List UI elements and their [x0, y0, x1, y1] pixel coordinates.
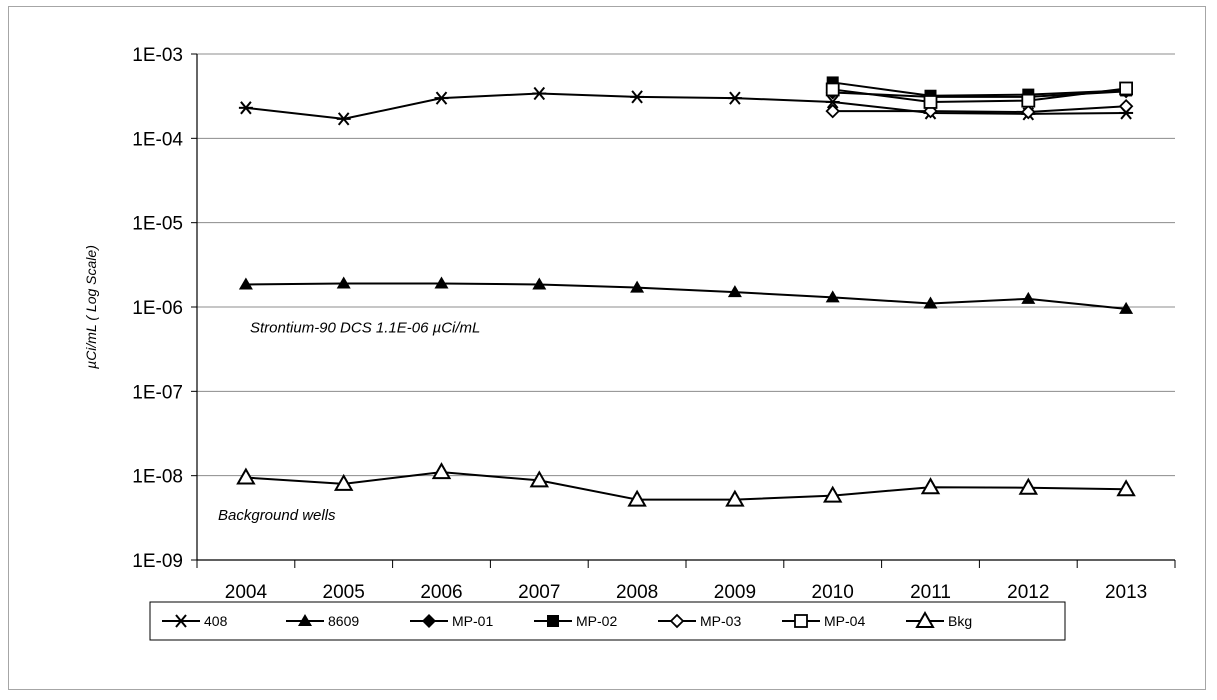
y-tick-label: 1E-09: [132, 551, 183, 572]
legend-marker-mp-03: [669, 613, 685, 629]
data-point-bkg: [1018, 477, 1039, 495]
series-line-mp-02: [832, 81, 1127, 97]
legend-marker-mp-02: [547, 615, 559, 627]
x-tick-label: 2013: [1105, 582, 1147, 603]
legend-marker-8609: [298, 614, 312, 626]
data-point-bkg: [822, 485, 843, 503]
data-point-mp-04: [1119, 81, 1133, 96]
y-axis-label: µCi/mL ( Log Scale): [83, 245, 99, 369]
data-point-bkg: [236, 467, 256, 485]
data-point-408: [630, 90, 645, 104]
annotation: Strontium-90 DCS 1.1E-06 µCi/mL: [250, 319, 480, 336]
data-point-bkg: [725, 489, 745, 507]
data-point-mp-04: [1021, 93, 1036, 108]
data-point-bkg: [431, 462, 452, 480]
legend-label-mp-03: MP-03: [700, 613, 741, 629]
gridlines: [197, 53, 1175, 477]
legend-marker-mp-04: [794, 614, 808, 628]
series-bkg: [236, 462, 1136, 507]
series-mp-04: [825, 81, 1133, 109]
data-point-8609: [1021, 291, 1036, 304]
legend-label-8609: 8609: [328, 613, 359, 629]
data-point-8609: [336, 276, 351, 289]
annotations: Strontium-90 DCS 1.1E-06 µCi/mL Backgroun…: [218, 319, 480, 523]
data-point-mp-04: [923, 95, 938, 109]
data-point-mp-03: [1021, 104, 1036, 120]
data-point-mp-04: [825, 82, 840, 97]
legend-marker-mp-01: [422, 614, 436, 628]
series-8609: [238, 276, 1134, 314]
data-point-8609: [923, 296, 938, 309]
series-mp-02: [826, 76, 1133, 102]
data-point-bkg: [1116, 479, 1136, 497]
legend-label-mp-04: MP-04: [824, 613, 865, 629]
data-point-8609: [532, 277, 547, 290]
data-point-bkg: [920, 477, 941, 495]
x-tick-label: 2011: [910, 582, 951, 603]
series-line-8609: [245, 282, 1127, 310]
series-mp-03: [825, 98, 1134, 120]
data-point-408: [434, 91, 449, 105]
x-tick-label: 2008: [616, 582, 658, 603]
x-tick-label: 2010: [812, 582, 854, 603]
series-line-mp-03: [832, 105, 1127, 114]
x-tick-label: 2005: [323, 582, 365, 603]
legend-label-408: 408: [204, 613, 228, 629]
y-tick-label: 1E-06: [132, 298, 183, 319]
series-line-bkg: [245, 471, 1127, 501]
x-tick-label: 2009: [714, 582, 756, 603]
data-point-bkg: [529, 470, 550, 488]
data-point-8609: [1119, 301, 1134, 314]
axes: 1E-09 1E-08 1E-07 1E-06 1E-05 1E-04 1E-03 2004 2…: [132, 45, 1176, 603]
data-point-8609: [630, 280, 645, 293]
data-point-8609: [434, 276, 449, 289]
y-tick-label: 1E-07: [132, 382, 183, 403]
legend-label-mp-02: MP-02: [576, 613, 617, 629]
x-tick-label: 2007: [518, 582, 560, 603]
x-tick-label: 2012: [1007, 582, 1049, 603]
annotation: Background wells: [218, 507, 336, 524]
data-point-mp-03: [1118, 98, 1134, 114]
data-point-bkg: [627, 489, 647, 507]
series-408: [238, 86, 1134, 126]
legend-marker-408: [174, 614, 188, 628]
data-point-408: [727, 91, 742, 105]
legend-label-mp-01: MP-01: [452, 613, 493, 629]
data-point-408: [532, 86, 547, 101]
data-point-408: [825, 95, 840, 109]
data-point-8609: [727, 285, 742, 298]
data-point-408: [336, 112, 351, 126]
data-point-mp-03: [825, 103, 840, 119]
x-tick-label: 2006: [420, 582, 462, 603]
chart-frame: [8, 6, 1206, 690]
y-tick-label: 1E-03: [132, 45, 183, 66]
series-layer: [236, 76, 1136, 507]
legend: 408 8609 MP-01 MP-02 MP-03 MP-04 Bkg: [149, 601, 1066, 641]
data-point-408: [238, 101, 253, 115]
legend-marker-bkg: [915, 610, 935, 628]
data-point-8609: [825, 290, 840, 303]
legend-label-bkg: Bkg: [948, 613, 972, 629]
data-point-bkg: [333, 473, 354, 491]
y-tick-label: 1E-05: [132, 214, 183, 235]
series-line-mp-04: [832, 87, 1127, 103]
series-line-408: [245, 92, 1127, 120]
y-tick-label: 1E-04: [132, 129, 183, 150]
y-tick-label: 1E-08: [132, 467, 183, 488]
data-point-8609: [238, 277, 253, 290]
x-tick-label: 2004: [225, 582, 268, 603]
